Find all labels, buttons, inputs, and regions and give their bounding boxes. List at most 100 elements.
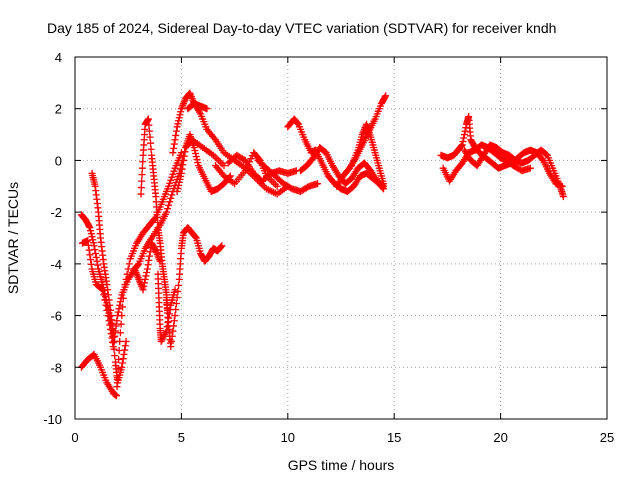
plot-frame [74, 56, 608, 420]
data-point [121, 342, 129, 350]
data-point [167, 194, 175, 202]
series-track-3 [77, 211, 130, 387]
data-point [170, 140, 178, 148]
data-point [93, 257, 101, 265]
data-point [168, 191, 176, 199]
data-point [119, 359, 127, 367]
data-point [192, 153, 200, 161]
data-point [166, 198, 174, 206]
data-point [177, 172, 185, 180]
data-point [167, 337, 175, 345]
data-point [87, 256, 95, 264]
data-point [193, 156, 201, 164]
x-tick-label: 5 [178, 430, 185, 445]
data-point [558, 182, 566, 190]
data-point [139, 158, 147, 166]
x-tick-label: 15 [387, 430, 401, 445]
series-track-19 [437, 112, 483, 162]
data-point [103, 281, 111, 289]
data-point [174, 184, 182, 192]
data-point [181, 148, 189, 156]
y-tick-label: -4 [50, 257, 62, 272]
data-point [86, 224, 94, 232]
data-point [117, 294, 125, 302]
data-point [84, 237, 92, 245]
data-point [176, 175, 184, 183]
data-point [381, 93, 389, 101]
data-point [169, 170, 177, 178]
data-point [116, 301, 124, 309]
data-point [146, 248, 154, 256]
data-point [213, 155, 221, 163]
x-tick-label: 25 [600, 430, 614, 445]
data-point [112, 392, 120, 400]
data-point [118, 363, 126, 371]
y-tick-label: -6 [50, 309, 62, 324]
data-point [138, 171, 146, 179]
data-point [168, 173, 176, 181]
data-point [172, 300, 180, 308]
data-point [104, 291, 112, 299]
data-point [175, 181, 183, 189]
data-point [172, 306, 180, 314]
data-point [113, 317, 121, 325]
data-point [458, 141, 466, 149]
data-point [461, 127, 469, 135]
data-point [121, 346, 129, 354]
data-point [111, 352, 119, 360]
data-point [192, 233, 200, 241]
data-point [169, 327, 177, 335]
data-point [144, 115, 152, 123]
data-point [172, 127, 180, 135]
data-point [526, 164, 534, 172]
data-point [167, 176, 175, 184]
data-point [94, 261, 102, 269]
data-point [180, 156, 188, 164]
y-tick-label: -2 [50, 205, 62, 220]
series-track-11 [184, 100, 211, 113]
data-point [173, 123, 181, 131]
data-point [176, 111, 184, 119]
data-point [140, 282, 148, 290]
data-point [117, 320, 125, 328]
axis-ticks: 0 5 10 15 20 25 -10 -8 -6 -4 -2 0 2 4 [43, 50, 614, 445]
data-point [216, 158, 224, 166]
data-point [124, 265, 132, 273]
data-point [104, 286, 112, 294]
data-point [173, 293, 181, 301]
data-point [460, 131, 468, 139]
data-point [273, 182, 281, 190]
data-point [191, 147, 199, 155]
data-point [168, 332, 176, 340]
data-point [99, 284, 107, 292]
data-point [144, 261, 152, 269]
data-point [122, 337, 130, 345]
series-track-5 [131, 239, 164, 294]
data-point [177, 169, 185, 177]
data-point [92, 253, 100, 261]
data-point [314, 180, 322, 188]
y-tick-label: 0 [55, 153, 62, 168]
data-point [271, 181, 279, 189]
data-point [559, 193, 567, 201]
data-point [165, 182, 173, 190]
data-point [116, 329, 124, 337]
data-point [167, 343, 175, 351]
data-series [77, 89, 567, 400]
data-point [178, 165, 186, 173]
data-point [172, 131, 180, 139]
data-point [138, 177, 146, 185]
data-point [85, 222, 93, 230]
data-point [143, 268, 151, 276]
x-tick-label: 10 [281, 430, 295, 445]
data-point [143, 265, 151, 273]
data-point [175, 281, 183, 289]
series-track-16 [297, 144, 388, 190]
data-point [114, 312, 122, 320]
data-point [120, 350, 128, 358]
y-axis-label: SDTVAR / TECUs [5, 182, 21, 294]
series-track-21 [460, 141, 567, 201]
data-point [141, 279, 149, 287]
